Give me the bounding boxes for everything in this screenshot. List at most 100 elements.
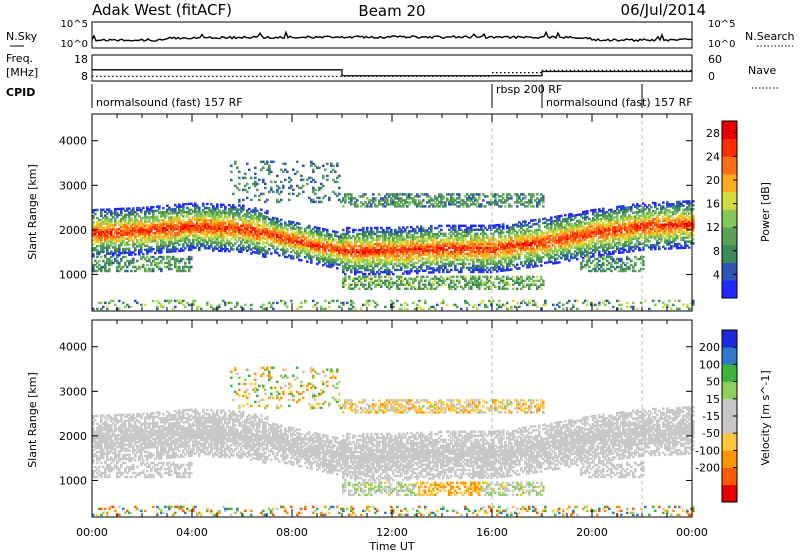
range-cell: [432, 287, 435, 291]
range-cell: [250, 226, 253, 229]
range-cell: [358, 275, 361, 279]
range-cell: [206, 235, 209, 238]
range-cell: [100, 210, 103, 214]
range-cell: [352, 287, 355, 291]
range-cell: [96, 252, 99, 256]
range-cell: [246, 190, 249, 194]
range-cell: [350, 264, 353, 268]
range-cell: [224, 229, 227, 233]
range-cell: [318, 166, 321, 170]
range-cell: [348, 275, 351, 279]
range-cell: [310, 249, 313, 252]
range-cell: [250, 210, 253, 213]
range-cell: [468, 258, 471, 262]
range-cell: [416, 193, 419, 196]
range-cell: [118, 221, 121, 225]
range-cell: [320, 307, 323, 311]
range-cell: [346, 260, 349, 264]
range-cell: [116, 259, 119, 263]
range-cell: [428, 227, 431, 230]
range-cell: [308, 250, 311, 254]
range-cell: [420, 259, 423, 263]
range-cell: [468, 268, 471, 272]
range-cell: [374, 301, 377, 305]
range-cell: [342, 252, 345, 256]
range-cell: [494, 266, 497, 269]
range-cell: [156, 219, 159, 222]
range-cell: [266, 252, 269, 255]
range-cell: [408, 262, 411, 265]
range-cell: [460, 258, 463, 262]
range-cell: [96, 230, 99, 234]
range-cell: [124, 247, 127, 251]
range-cell: [216, 223, 219, 226]
range-cell: [368, 281, 371, 285]
range-cell: [262, 227, 265, 230]
range-cell: [536, 228, 539, 232]
range-cell: [228, 244, 231, 247]
range-cell: [114, 244, 117, 247]
range-cell: [470, 226, 473, 230]
range-cell: [218, 245, 221, 249]
range-cell: [490, 254, 493, 258]
range-cell: [520, 230, 523, 234]
range-cell: [402, 279, 405, 283]
range-cell: [396, 275, 399, 279]
range-cell: [226, 233, 229, 237]
range-cell: [196, 244, 199, 248]
range-cell: [322, 307, 325, 311]
range-cell: [194, 299, 197, 303]
range-cell: [182, 221, 185, 224]
range-cell: [274, 233, 277, 236]
range-cell: [104, 222, 107, 225]
range-cell: [502, 227, 505, 230]
range-cell: [410, 264, 413, 267]
range-cell: [170, 230, 173, 233]
range-cell: [330, 259, 333, 263]
range-cell: [208, 211, 211, 214]
range-cell: [464, 279, 467, 283]
range-cell: [284, 301, 287, 305]
range-cell: [300, 178, 303, 182]
range-cell: [202, 218, 205, 222]
range-cell: [240, 224, 243, 227]
range-cell: [112, 246, 115, 249]
range-cell: [508, 260, 511, 263]
range-cell: [102, 250, 105, 254]
range-cell: [440, 238, 443, 242]
nsky-frame: [91, 21, 693, 49]
range-cell: [470, 252, 473, 256]
range-cell: [120, 213, 123, 217]
range-cell: [384, 279, 387, 283]
range-cell: [384, 254, 387, 258]
range-cell: [254, 245, 257, 248]
range-cell: [426, 253, 429, 256]
range-cell: [290, 254, 293, 258]
range-cell: [514, 233, 517, 237]
range-cell: [510, 260, 513, 263]
range-cell: [196, 242, 199, 246]
range-cell: [232, 234, 235, 237]
range-cell: [136, 213, 139, 216]
range-cell: [404, 199, 407, 202]
range-cell: [272, 160, 275, 164]
range-cell: [350, 242, 353, 246]
range-cell: [422, 237, 425, 240]
range-cell: [486, 254, 489, 258]
range-cell: [540, 242, 543, 245]
range-cell: [342, 256, 345, 260]
range-cell: [354, 277, 357, 281]
range-cell: [434, 287, 437, 291]
range-cell: [450, 203, 453, 206]
range-cell: [244, 241, 247, 244]
range-cell: [318, 200, 321, 204]
range-cell: [324, 246, 327, 249]
range-cell: [246, 196, 249, 200]
range-cell: [148, 238, 151, 241]
range-cell: [440, 244, 443, 248]
range-cell: [536, 248, 539, 252]
range-cell: [510, 205, 513, 208]
range-cell: [396, 201, 399, 204]
range-cell: [428, 201, 431, 204]
range-cell: [376, 238, 379, 242]
